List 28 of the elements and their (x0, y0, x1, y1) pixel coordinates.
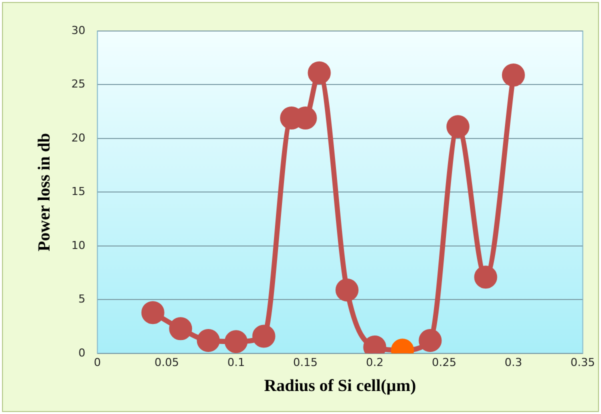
y-tick-label: 30 (71, 24, 86, 37)
point (308, 61, 331, 84)
point (252, 324, 276, 348)
y-tick-label: 5 (78, 292, 86, 306)
x-tick-label: 0.1 (227, 356, 245, 369)
x-tick-label: 0.15 (293, 356, 318, 369)
y-tick-label: 15 (71, 185, 86, 198)
point (224, 330, 248, 354)
point (418, 329, 442, 352)
point (474, 266, 498, 289)
x-tick-label: 0.05 (154, 356, 179, 369)
x-tick-label: 0.35 (570, 356, 596, 369)
y-tick-label: 20 (71, 131, 86, 144)
point (169, 317, 192, 340)
point (141, 301, 164, 324)
point (196, 329, 220, 352)
x-tick-label: 0.2 (366, 356, 384, 369)
point (446, 115, 470, 138)
x-tick-label: 0.3 (504, 356, 522, 369)
x-tick-label: 0 (94, 356, 101, 369)
x-tick-label: 0.25 (432, 356, 456, 369)
point (336, 278, 359, 302)
y-axis-title: Power loss in db (34, 133, 54, 252)
y-tick-label: 0 (78, 346, 86, 360)
x-axis-title: Radius of Si cell(µm) (264, 376, 416, 396)
y-tick-label: 25 (71, 78, 86, 91)
y-tick-label: 10 (71, 238, 86, 252)
point (502, 64, 525, 87)
